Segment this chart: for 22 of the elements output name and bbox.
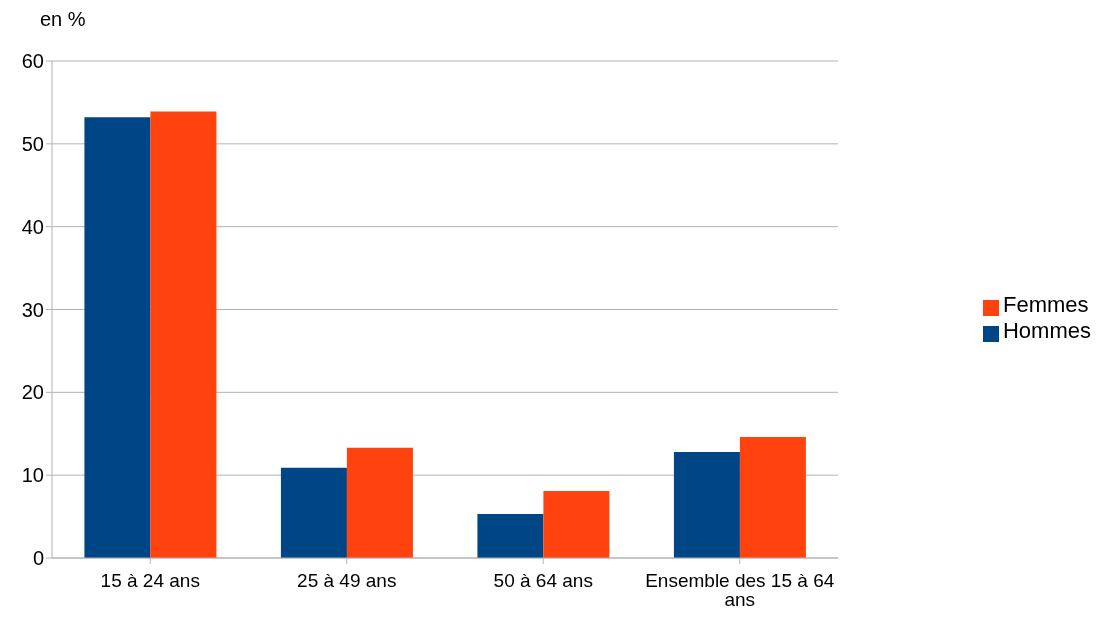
y-tick-label: 30 bbox=[21, 298, 44, 321]
bar bbox=[346, 447, 413, 558]
x-tick-label: 15 à 24 ans bbox=[100, 570, 200, 592]
bar bbox=[543, 490, 610, 558]
x-tick-label: 50 à 64 ans bbox=[493, 570, 593, 592]
y-tick-label: 0 bbox=[32, 547, 44, 570]
legend-label: Hommes bbox=[1002, 318, 1091, 343]
bar bbox=[673, 451, 740, 558]
y-tick-label: 20 bbox=[21, 381, 44, 404]
bar bbox=[477, 514, 544, 558]
legend-label: Femmes bbox=[1002, 292, 1089, 317]
bar bbox=[84, 117, 151, 558]
x-tick-label: Ensemble des 15 à 64 ans bbox=[645, 570, 835, 611]
bar bbox=[280, 467, 347, 558]
y-axis-title: en % bbox=[40, 8, 86, 31]
y-tick-label: 10 bbox=[21, 464, 44, 487]
y-tick-label: 60 bbox=[21, 50, 44, 73]
x-tick-label: 25 à 49 ans bbox=[297, 570, 397, 592]
bar bbox=[150, 111, 217, 558]
bar bbox=[739, 437, 806, 558]
y-tick-label: 50 bbox=[21, 132, 44, 155]
y-tick-label: 40 bbox=[21, 215, 44, 238]
